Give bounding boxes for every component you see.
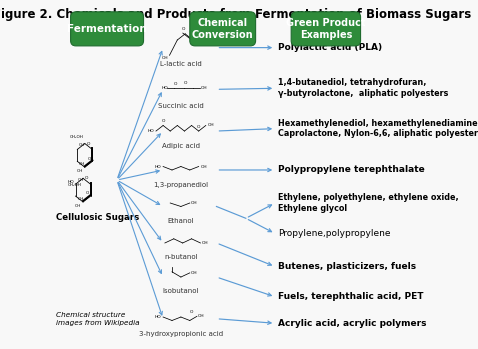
Text: Butenes, plasticizers, fuels: Butenes, plasticizers, fuels: [278, 262, 416, 271]
Text: O: O: [86, 191, 89, 195]
Text: Hexamethylenediol, hexamethylenediamine,
Caprolactone, Nylon-6,6, aliphatic poly: Hexamethylenediol, hexamethylenediamine,…: [278, 119, 478, 139]
Text: O: O: [182, 27, 185, 31]
Text: O: O: [85, 177, 88, 180]
Text: Chemical structure
images from Wikipedia: Chemical structure images from Wikipedia: [56, 312, 140, 326]
Text: OH: OH: [79, 162, 85, 166]
Text: OH: OH: [79, 143, 85, 147]
Text: CH₂OH: CH₂OH: [67, 183, 81, 187]
Text: HO: HO: [155, 164, 161, 169]
Text: OH: OH: [207, 124, 214, 127]
Text: CH₂OH: CH₂OH: [69, 135, 83, 139]
Text: O: O: [197, 125, 200, 129]
Text: 3-hydroxypropionic acid: 3-hydroxypropionic acid: [139, 331, 223, 337]
Text: Adipic acid: Adipic acid: [162, 143, 200, 149]
Text: OH: OH: [77, 178, 84, 182]
FancyBboxPatch shape: [71, 12, 143, 46]
Text: Green Product
Examples: Green Product Examples: [286, 18, 366, 40]
Text: OH: OH: [202, 241, 208, 245]
Text: OH: OH: [191, 201, 197, 205]
Text: Polypropylene terephthalate: Polypropylene terephthalate: [278, 165, 425, 174]
Text: Cellulosic Sugars: Cellulosic Sugars: [56, 214, 140, 222]
Text: Ethylene, polyethylene, ethylene oxide,
Ethylene glycol: Ethylene, polyethylene, ethylene oxide, …: [278, 193, 459, 213]
Text: O: O: [162, 119, 165, 123]
Text: OH: OH: [77, 169, 83, 173]
Text: HO: HO: [148, 129, 154, 133]
Text: Succinic acid: Succinic acid: [158, 103, 204, 109]
Text: HO: HO: [161, 86, 168, 90]
Text: O: O: [184, 81, 187, 85]
Text: 1,4-butanediol, tetrahydrofuran,
γ-butyrolactone,  aliphatic polyesters: 1,4-butanediol, tetrahydrofuran, γ-butyr…: [278, 79, 448, 98]
Text: OH: OH: [197, 314, 204, 318]
Text: OH: OH: [77, 197, 84, 201]
Text: 1,3-propanediol: 1,3-propanediol: [153, 182, 208, 188]
Text: OH: OH: [191, 271, 197, 275]
Text: n-butanol: n-butanol: [164, 254, 198, 260]
Text: Isobutanol: Isobutanol: [163, 288, 199, 294]
Text: Chemical
Conversion: Chemical Conversion: [192, 18, 253, 40]
Text: O: O: [87, 156, 91, 161]
Text: OH: OH: [162, 56, 168, 60]
Text: Fuels, terephthalic acid, PET: Fuels, terephthalic acid, PET: [278, 292, 424, 301]
Text: OH: OH: [201, 86, 207, 90]
Text: Ethanol: Ethanol: [168, 218, 194, 224]
Text: O: O: [190, 310, 193, 314]
Text: HO: HO: [68, 180, 75, 184]
Text: L-lactic acid: L-lactic acid: [160, 61, 202, 67]
Text: Propylene,polypropylene: Propylene,polypropylene: [278, 229, 391, 238]
Text: OH: OH: [75, 204, 81, 208]
Text: Figure 2. Chemicals and Products from Fermentation of Biomass Sugars: Figure 2. Chemicals and Products from Fe…: [0, 8, 472, 21]
Text: Polylactic acid (PLA): Polylactic acid (PLA): [278, 43, 382, 52]
FancyBboxPatch shape: [190, 12, 256, 46]
Text: Acrylic acid, acrylic polymers: Acrylic acid, acrylic polymers: [278, 319, 426, 328]
Text: O: O: [174, 82, 177, 86]
Text: OH: OH: [194, 42, 201, 46]
Text: O: O: [87, 142, 90, 146]
Text: HO: HO: [155, 315, 161, 319]
Text: OH: OH: [200, 164, 207, 169]
Text: Fermentation: Fermentation: [67, 24, 147, 34]
FancyBboxPatch shape: [291, 12, 360, 46]
